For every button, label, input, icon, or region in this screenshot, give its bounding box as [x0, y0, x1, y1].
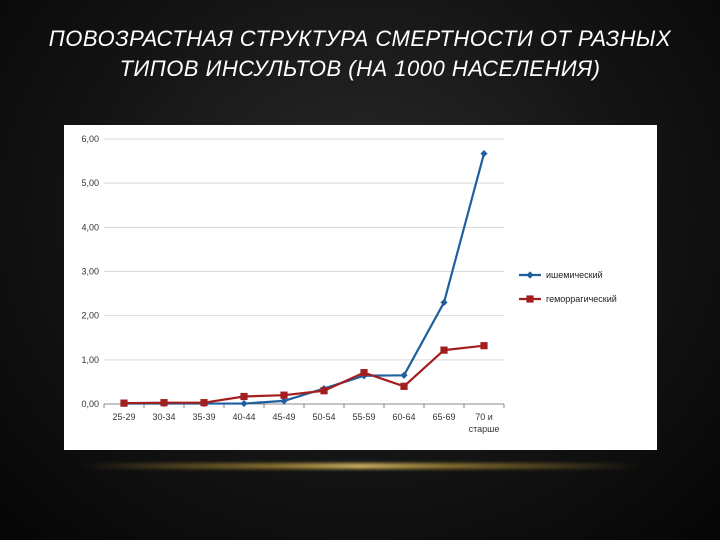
- x-tick-label: 45-49: [272, 412, 295, 422]
- x-tick-label-line2: старше: [469, 424, 500, 434]
- series-point-2: [360, 369, 368, 377]
- y-tick-label: 4,00: [81, 222, 99, 232]
- y-tick-label: 1,00: [81, 355, 99, 365]
- x-tick-label: 65-69: [432, 412, 455, 422]
- series-point-2: [200, 399, 208, 407]
- x-tick-label: 70 и: [475, 412, 493, 422]
- chart-panel: 0,00 1,00 2,00 3,00 4,00 5,00 6,00 25-29 30-34 35…: [64, 125, 657, 450]
- series-point-2: [240, 392, 248, 401]
- legend-label: ишемический: [546, 270, 603, 280]
- y-tick-label: 2,00: [81, 311, 99, 321]
- series-point-2: [400, 382, 408, 390]
- series-point-2: [480, 342, 488, 350]
- legend-marker: [526, 295, 534, 303]
- x-tick-label: 60-64: [392, 412, 415, 422]
- series-point-1: [280, 397, 288, 405]
- decorative-reflection: [80, 463, 640, 469]
- series-point-2: [320, 387, 328, 395]
- y-tick-label: 3,00: [81, 267, 99, 277]
- series-line-1: [124, 153, 486, 405]
- x-tick-label: 55-59: [352, 412, 375, 422]
- legend-marker: [526, 271, 534, 279]
- series-point-2: [280, 391, 288, 399]
- x-tick-label: 30-34: [152, 412, 175, 422]
- x-tick-label: 50-54: [312, 412, 335, 422]
- legend-label: геморрагический: [546, 294, 617, 304]
- series-point-1: [480, 149, 488, 158]
- series-point-2: [160, 399, 168, 407]
- series-line-2: [123, 344, 485, 405]
- line-chart: 0,00 1,00 2,00 3,00 4,00 5,00 6,00 25-29 30-34 35…: [81, 134, 617, 434]
- series-point-2: [440, 346, 448, 354]
- series-point-1: [240, 399, 248, 408]
- x-tick-label: 40-44: [232, 412, 255, 422]
- y-tick-label: 6,00: [81, 134, 99, 144]
- slide-title: ПОВОЗРАСТНАЯ СТРУКТУРА СМЕРТНОСТИ ОТ РАЗ…: [48, 26, 672, 81]
- x-tick-label: 35-39: [192, 412, 215, 422]
- series-point-2: [120, 399, 128, 407]
- y-tick-label: 0,00: [81, 399, 99, 409]
- x-tick-label: 25-29: [112, 412, 135, 422]
- y-tick-label: 5,00: [81, 178, 99, 188]
